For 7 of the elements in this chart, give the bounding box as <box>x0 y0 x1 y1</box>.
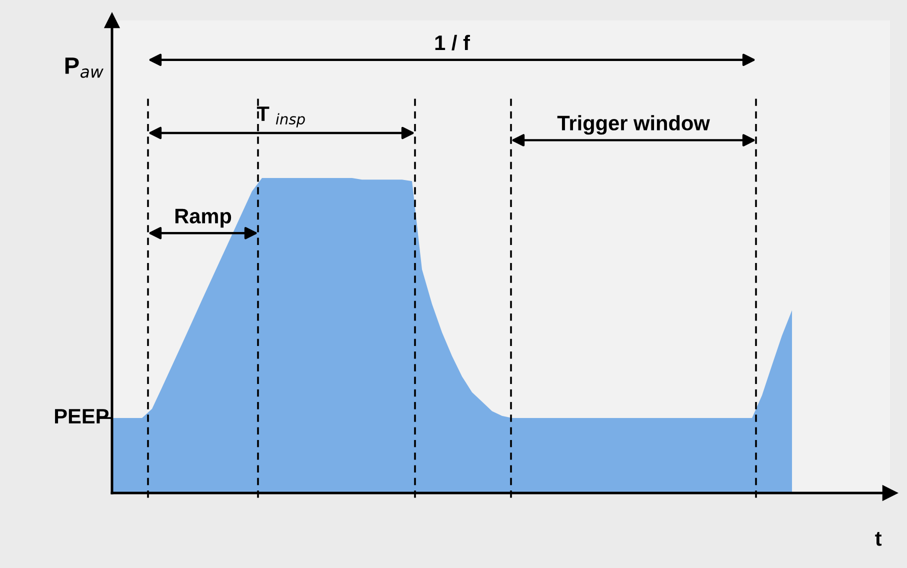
text: 1 / f <box>435 34 470 50</box>
annotation: PEEP <box>55 409 109 424</box>
y-axis-title: P$_{aw}$ <box>65 58 104 78</box>
text: T $_{insp}$ <box>256 106 305 128</box>
text: Trigger window <box>557 115 710 135</box>
annotation: Ramp <box>175 208 232 228</box>
x-axis-title: t <box>875 532 882 546</box>
